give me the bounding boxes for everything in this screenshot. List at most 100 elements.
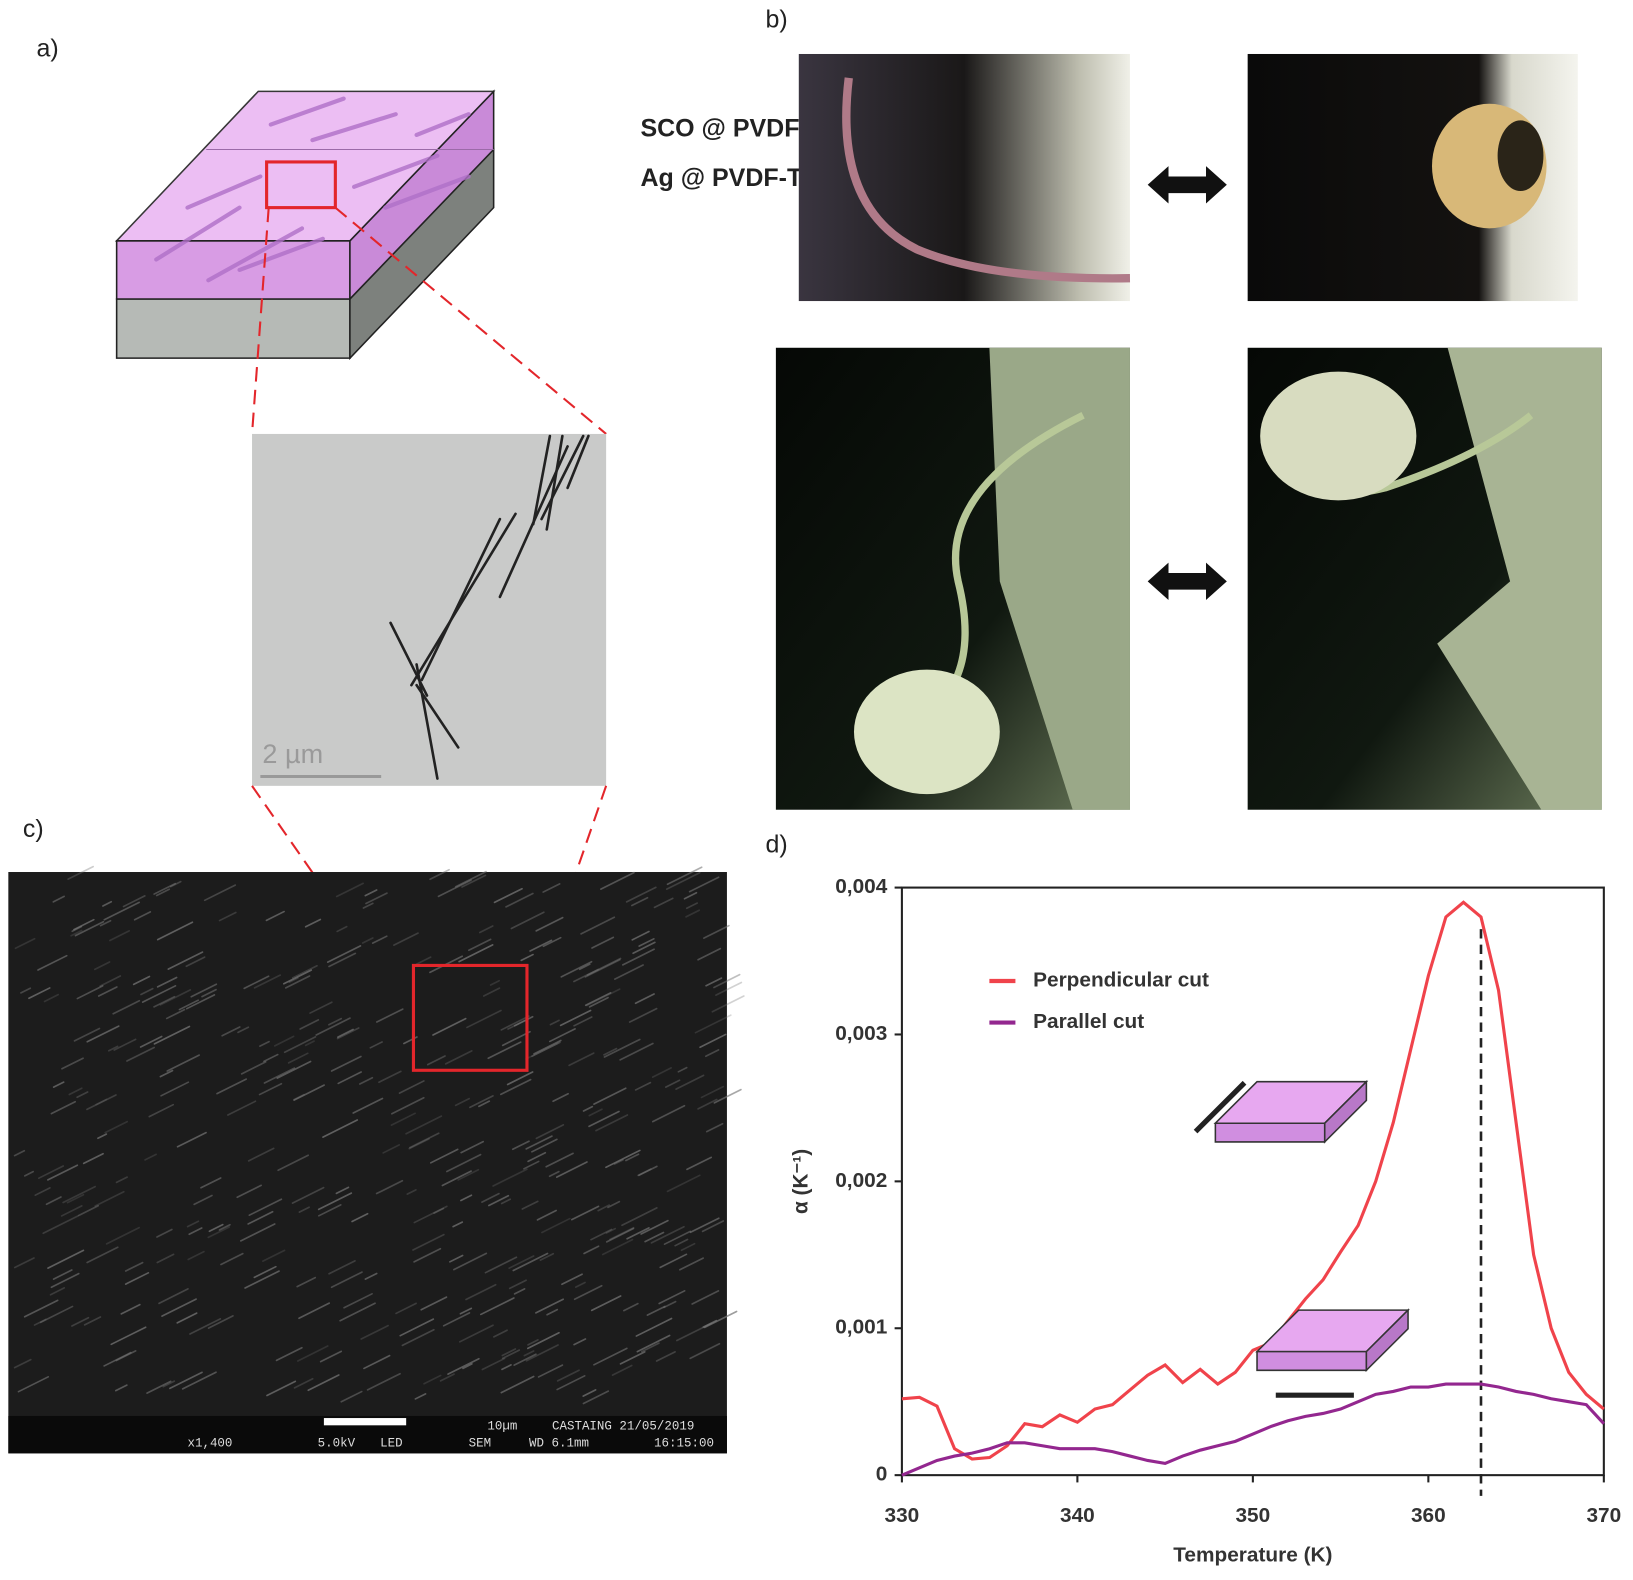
sem-streak [14, 937, 36, 950]
sem-streak [697, 947, 722, 961]
sem-streak [253, 974, 282, 989]
sem-streak [115, 1176, 128, 1184]
sem-streak [139, 1035, 163, 1048]
sem-streak [47, 1164, 79, 1181]
sem-streak [71, 1316, 90, 1327]
sem-streak [218, 1223, 231, 1231]
double-arrow [1147, 166, 1227, 204]
sem-streak [112, 999, 141, 1015]
sem-streak [94, 1190, 125, 1207]
sem-streak [600, 871, 635, 890]
sem-streak [458, 944, 494, 963]
sem-streak [74, 920, 105, 937]
sem-streak [43, 993, 59, 1003]
sem-streak [67, 865, 94, 880]
sem-streak [227, 1100, 257, 1116]
chart: 330 340 350 360 370 0 0,001 0,002 0,003 0,004 Temp… [789, 875, 1621, 1567]
sem-streak [461, 874, 487, 888]
sem-streak [93, 961, 111, 971]
sem-streak [429, 868, 450, 881]
sem-streak [703, 924, 730, 939]
sem-streak [605, 1149, 641, 1169]
sem-scale-bar [323, 1418, 407, 1426]
sem-streak [413, 1247, 442, 1263]
sem-streak [685, 909, 701, 918]
sem-streak [506, 1071, 534, 1086]
sem-streak [376, 1008, 404, 1023]
sem-streak [655, 1351, 676, 1362]
sem-streak [339, 1302, 376, 1322]
sem-streak [715, 981, 743, 997]
film [934, 411, 1085, 709]
sem-streak [293, 1377, 314, 1389]
icon-front [1214, 1122, 1326, 1143]
sem-streak [458, 1324, 494, 1343]
ball [853, 669, 1000, 795]
sem-info: 10µm [487, 1420, 517, 1434]
sem-streak [176, 1131, 207, 1148]
sem-streak [691, 1290, 720, 1305]
sem-streak [686, 1156, 713, 1171]
sem-streak [352, 1097, 384, 1114]
sem-streak [493, 887, 523, 904]
sem-streak [70, 929, 83, 937]
sem-streak [189, 1318, 222, 1335]
sem-streak [500, 1375, 535, 1394]
sem-info: CASTAING 21/05/2019 [552, 1420, 694, 1434]
sem-streak [601, 1238, 634, 1256]
photo [1247, 53, 1578, 302]
sem-streak [176, 1312, 198, 1324]
holder [989, 347, 1130, 810]
sem-streak [462, 1363, 473, 1370]
sem-streak [444, 1050, 473, 1065]
sem-streak [548, 1170, 560, 1178]
sem-streak [304, 1040, 315, 1047]
sem-streak [546, 1308, 559, 1316]
sem-streak [542, 883, 561, 893]
sem-streak [541, 1217, 571, 1234]
sem-info: x1,400 [187, 1436, 232, 1450]
sem-streak [631, 896, 649, 907]
streak [206, 226, 305, 283]
sem-streak [628, 1007, 658, 1023]
sem-streak [500, 1078, 532, 1096]
sem-streak [574, 1281, 586, 1288]
sem-streak [674, 1238, 689, 1247]
sem-streak [640, 1342, 660, 1353]
panel-label: a) [36, 34, 58, 62]
x-tick-label: 370 [1586, 1504, 1621, 1527]
sem-streak [481, 1192, 500, 1203]
sem-streak [203, 884, 237, 902]
sem-streak [37, 1165, 65, 1180]
sem-streak [523, 1160, 540, 1170]
sem-streak [625, 886, 657, 903]
sem-streak [423, 1374, 442, 1385]
sem-streak [76, 1091, 89, 1099]
sem-streak [17, 1375, 50, 1393]
streak [352, 153, 440, 189]
sem-streak [153, 882, 177, 895]
sem-streak [666, 1174, 701, 1193]
sem-streak [337, 1028, 354, 1038]
sem-streak [335, 882, 364, 898]
sem-streak [635, 1317, 673, 1337]
y-tick-label: 0,003 [835, 1022, 887, 1045]
sem-streak [244, 1270, 280, 1289]
sem-streak [531, 1138, 558, 1153]
sem-streak [449, 1254, 464, 1263]
sem-streak [588, 1108, 603, 1117]
sem-streak [330, 1271, 363, 1289]
sem-streak [109, 930, 131, 942]
sem-streak [120, 1303, 141, 1315]
fiber [415, 683, 460, 749]
film [842, 77, 1131, 283]
y-tick-label: 0,002 [835, 1169, 887, 1192]
sem-streak [178, 999, 200, 1011]
sem-streak [107, 1045, 119, 1052]
sem-streak [395, 1302, 417, 1315]
sem-streak [535, 1298, 565, 1314]
sem-streak [489, 979, 500, 986]
sem-info: SEM [469, 1436, 491, 1450]
sem-streak [699, 1033, 727, 1049]
zoom-line [334, 206, 607, 435]
